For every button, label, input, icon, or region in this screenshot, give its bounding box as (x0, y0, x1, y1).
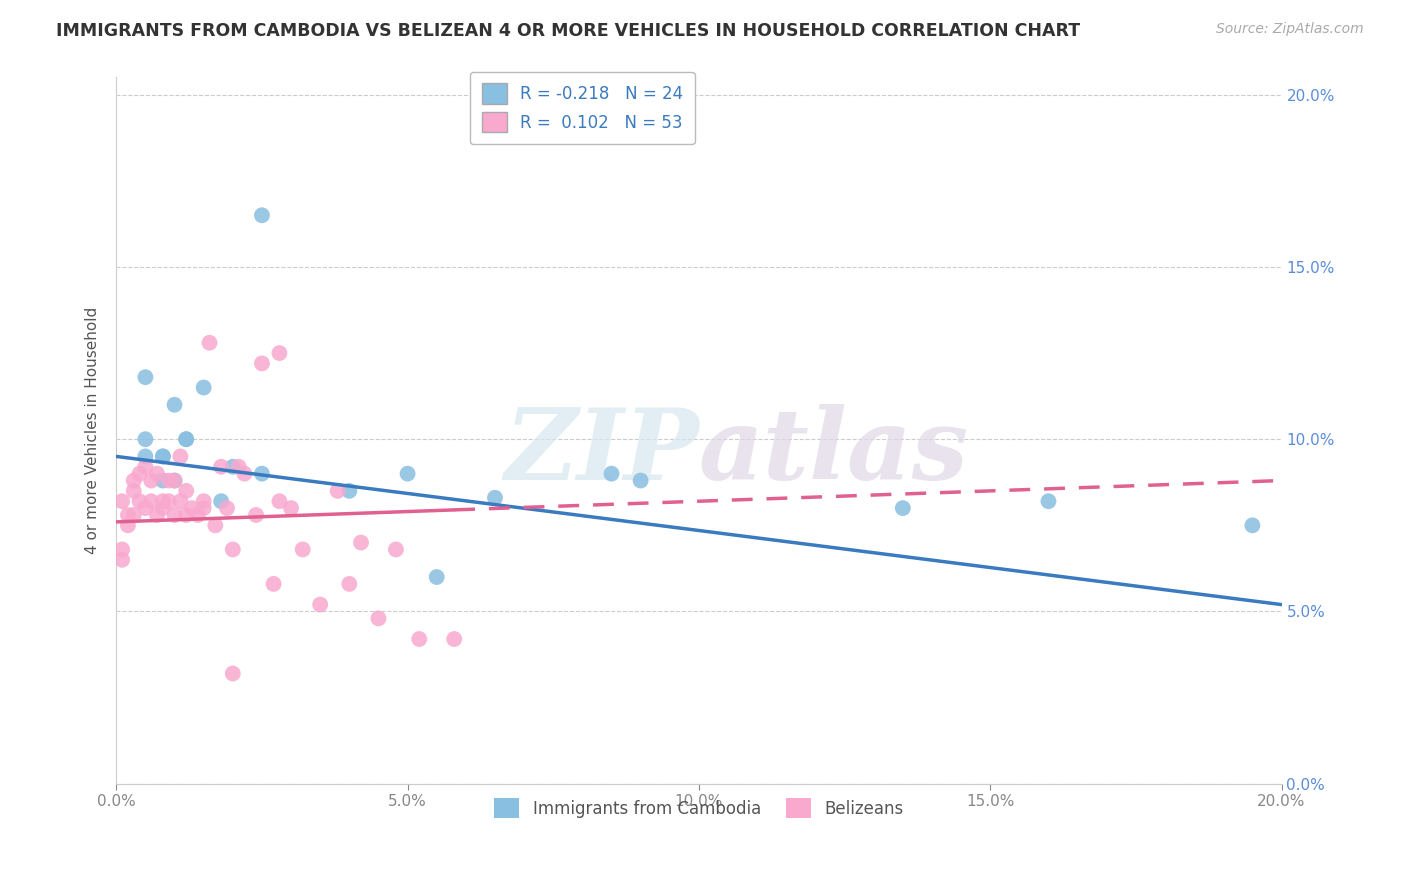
Point (174, 508, 197, 522)
Point (187, 508, 209, 522)
Point (134, 432, 156, 446)
Point (163, 474, 186, 488)
Point (152, 494, 174, 508)
Point (1038, 494, 1060, 508)
Point (250, 467, 273, 481)
Point (117, 518, 139, 533)
Point (245, 508, 267, 522)
Point (111, 494, 134, 508)
Point (122, 483, 145, 498)
Point (146, 467, 169, 481)
Point (367, 611, 389, 625)
Point (193, 380, 215, 394)
Point (209, 494, 232, 508)
Point (280, 501, 302, 516)
Point (169, 494, 191, 508)
Point (222, 542, 245, 557)
Point (250, 208, 273, 222)
Point (163, 474, 186, 488)
Point (209, 459, 232, 474)
Point (250, 356, 273, 370)
Point (181, 501, 204, 516)
Point (128, 494, 150, 508)
Text: ZIP: ZIP (503, 403, 699, 500)
Point (891, 501, 914, 516)
Point (193, 494, 215, 508)
Point (174, 483, 197, 498)
Point (174, 432, 197, 446)
Point (443, 632, 465, 646)
Point (152, 450, 174, 464)
Point (408, 632, 430, 646)
Point (630, 474, 652, 488)
Point (157, 474, 180, 488)
Point (152, 474, 174, 488)
Point (157, 494, 180, 508)
Point (146, 508, 169, 522)
Point (152, 501, 174, 516)
Point (174, 432, 197, 446)
Point (350, 535, 373, 549)
Point (263, 577, 285, 591)
Point (396, 467, 419, 481)
Text: Source: ZipAtlas.com: Source: ZipAtlas.com (1216, 22, 1364, 37)
Point (193, 501, 215, 516)
Point (111, 542, 134, 557)
Point (117, 508, 139, 522)
Point (426, 570, 449, 584)
Point (600, 467, 623, 481)
Point (111, 553, 134, 567)
Point (228, 459, 250, 474)
Text: IMMIGRANTS FROM CAMBODIA VS BELIZEAN 4 OR MORE VEHICLES IN HOUSEHOLD CORRELATION: IMMIGRANTS FROM CAMBODIA VS BELIZEAN 4 O… (56, 22, 1080, 40)
Point (169, 450, 191, 464)
Text: atlas: atlas (699, 403, 969, 500)
Point (233, 467, 256, 481)
Point (134, 501, 156, 516)
Point (269, 494, 291, 508)
Point (385, 542, 408, 557)
Point (134, 459, 156, 474)
Point (484, 491, 506, 505)
Point (222, 666, 245, 681)
Point (141, 474, 163, 488)
Point (269, 346, 291, 360)
Legend: Immigrants from Cambodia, Belizeans: Immigrants from Cambodia, Belizeans (488, 791, 910, 825)
Point (204, 518, 226, 533)
Point (326, 483, 349, 498)
Y-axis label: 4 or more Vehicles in Household: 4 or more Vehicles in Household (86, 307, 100, 554)
Point (163, 508, 186, 522)
Point (198, 335, 221, 350)
Point (128, 467, 150, 481)
Point (222, 459, 245, 474)
Point (134, 450, 156, 464)
Point (122, 474, 145, 488)
Point (1241, 518, 1264, 533)
Point (291, 542, 314, 557)
Point (337, 483, 360, 498)
Point (141, 494, 163, 508)
Point (215, 501, 238, 516)
Point (337, 577, 360, 591)
Point (152, 450, 174, 464)
Point (309, 598, 332, 612)
Point (163, 398, 186, 412)
Point (134, 370, 156, 384)
Point (122, 508, 145, 522)
